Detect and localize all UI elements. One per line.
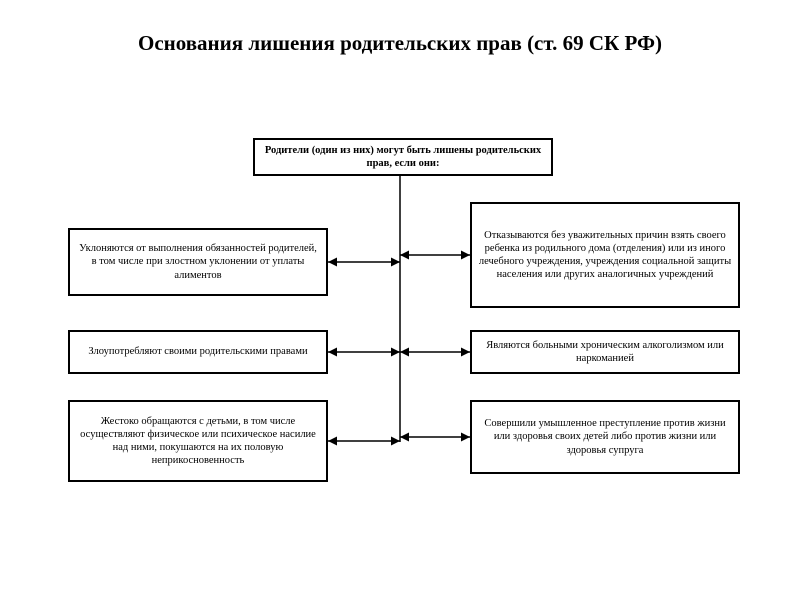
node-L1: Уклоняются от выполнения обязанностей ро… [68,228,328,296]
node-R1: Отказываются без уважительных причин взя… [470,202,740,308]
node-L2: Злоупотребляют своими родительскими прав… [68,330,328,374]
diagram-container: Родители (один из них) могут быть лишены… [0,130,800,570]
node-R3: Совершили умышленное преступление против… [470,400,740,474]
node-L3: Жестоко обращаются с детьми, в том числе… [68,400,328,482]
node-R2: Являются больными хроническим алкоголизм… [470,330,740,374]
node-root: Родители (один из них) могут быть лишены… [253,138,553,176]
page-title: Основания лишения родительских прав (ст.… [0,0,800,56]
